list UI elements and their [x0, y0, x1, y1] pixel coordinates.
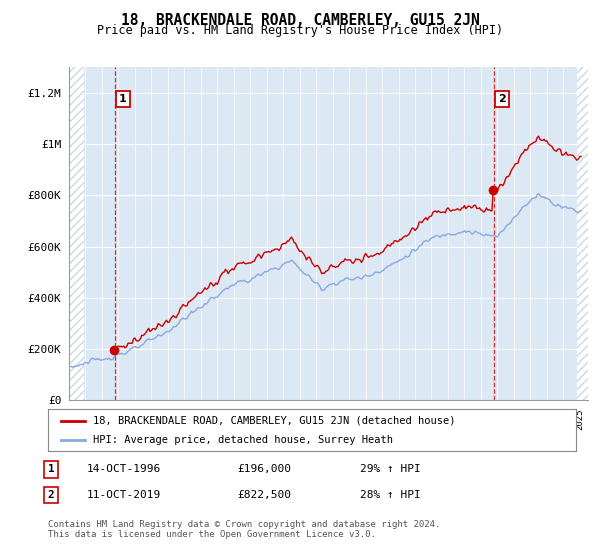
Text: 1: 1: [47, 464, 55, 474]
Text: This data is licensed under the Open Government Licence v3.0.: This data is licensed under the Open Gov…: [48, 530, 376, 539]
Text: 18, BRACKENDALE ROAD, CAMBERLEY, GU15 2JN: 18, BRACKENDALE ROAD, CAMBERLEY, GU15 2J…: [121, 13, 479, 28]
Text: Price paid vs. HM Land Registry's House Price Index (HPI): Price paid vs. HM Land Registry's House …: [97, 24, 503, 38]
Text: HPI: Average price, detached house, Surrey Heath: HPI: Average price, detached house, Surr…: [93, 435, 393, 445]
Text: 29% ↑ HPI: 29% ↑ HPI: [360, 464, 421, 474]
Text: 1: 1: [119, 94, 127, 104]
Bar: [577, 67, 600, 400]
Text: £196,000: £196,000: [237, 464, 291, 474]
Text: 2: 2: [47, 490, 55, 500]
Text: 11-OCT-2019: 11-OCT-2019: [87, 490, 161, 500]
Text: 14-OCT-1996: 14-OCT-1996: [87, 464, 161, 474]
Text: 2: 2: [498, 94, 506, 104]
Bar: [69, 67, 84, 400]
Text: £822,500: £822,500: [237, 490, 291, 500]
Text: Contains HM Land Registry data © Crown copyright and database right 2024.: Contains HM Land Registry data © Crown c…: [48, 520, 440, 529]
Text: 28% ↑ HPI: 28% ↑ HPI: [360, 490, 421, 500]
Text: 18, BRACKENDALE ROAD, CAMBERLEY, GU15 2JN (detached house): 18, BRACKENDALE ROAD, CAMBERLEY, GU15 2J…: [93, 416, 455, 426]
